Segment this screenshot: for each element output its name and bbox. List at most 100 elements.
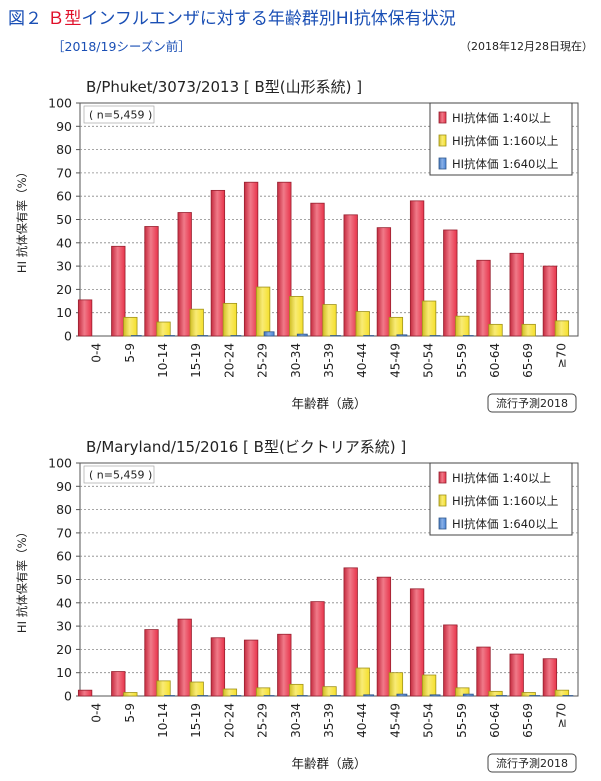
bar-ht160 xyxy=(521,692,536,697)
legend-label: HI抗体価 1:40以上 xyxy=(452,111,551,125)
legend-label: HI抗体価 1:640以上 xyxy=(452,157,558,171)
bar-ht40 xyxy=(310,202,325,337)
y-tick-label: 10 xyxy=(56,305,72,320)
bar-ht40 xyxy=(409,200,425,337)
bar-ht40 xyxy=(542,265,558,337)
bar-ht160 xyxy=(521,323,536,337)
legend-swatch xyxy=(438,157,447,170)
x-tick-label: 0-4 xyxy=(90,343,104,363)
chart-phuket: B/Phuket/3073/2013 [ B型(山形系統) ] 0 10 20 30 40… xyxy=(15,78,579,413)
bar-ht160 xyxy=(488,323,503,337)
legend-box xyxy=(429,462,573,536)
x-tick-label: 20-24 xyxy=(222,703,236,738)
x-tick-label: 60-64 xyxy=(488,343,502,378)
sample-size-box xyxy=(83,465,155,484)
legend-swatch xyxy=(438,471,447,484)
x-tick-label: 15-19 xyxy=(189,343,203,378)
bar-ht160 xyxy=(156,680,171,697)
y-tick-label: 0 xyxy=(64,689,72,704)
bar-ht160 xyxy=(355,311,370,337)
legend-label: HI抗体価 1:160以上 xyxy=(452,494,558,508)
y-tick-label: 30 xyxy=(56,259,72,274)
bar-ht40 xyxy=(343,567,358,697)
bar-ht160 xyxy=(355,667,370,697)
y-tick-label: 40 xyxy=(56,235,72,250)
bar-ht160 xyxy=(455,687,470,697)
chart-maryland: B/Maryland/15/2016 [ B型(ビクトリア系統) ] 0 10 20 3… xyxy=(15,438,579,773)
chart-title: B/Maryland/15/2016 [ B型(ビクトリア系統) ] xyxy=(86,438,406,456)
x-tick-label: 50-54 xyxy=(422,703,436,738)
bar-ht40 xyxy=(509,252,524,337)
bar-ht160 xyxy=(255,687,271,697)
bar-ht160 xyxy=(189,681,204,697)
y-tick-label: 100 xyxy=(48,96,72,111)
x-tick-label: 65-69 xyxy=(521,703,535,738)
bar-ht160 xyxy=(322,304,337,337)
bar-ht40 xyxy=(376,227,392,337)
legend-swatch xyxy=(438,111,447,124)
bar-ht160 xyxy=(222,302,238,337)
x-tick-label: 50-54 xyxy=(422,343,436,378)
x-tick-label: 45-49 xyxy=(388,343,402,378)
y-tick-label: 50 xyxy=(56,212,72,227)
bar-ht40 xyxy=(177,212,192,337)
x-tick-label: 55-59 xyxy=(455,703,469,738)
y-tick-label: 90 xyxy=(56,119,72,134)
y-tick-label: 20 xyxy=(56,642,72,657)
y-tick-label: 100 xyxy=(48,456,72,471)
legend-label: HI抗体価 1:640以上 xyxy=(452,517,558,531)
legend-label: HI抗体価 1:160以上 xyxy=(452,134,558,148)
x-tick-label: 30-34 xyxy=(289,703,303,738)
x-tick-label: 60-64 xyxy=(488,703,502,738)
y-axis-label: HI 抗体保有率（%） xyxy=(15,526,29,633)
x-tick-label: 40-44 xyxy=(355,703,369,738)
bar-ht40 xyxy=(111,245,126,337)
x-tick-label: ≥70 xyxy=(554,703,568,728)
sample-size-annotation: ( n=5,459 ) xyxy=(89,469,152,482)
x-tick-label: 30-34 xyxy=(289,343,303,378)
source-badge xyxy=(487,753,577,773)
bar-ht40 xyxy=(443,624,458,697)
bar-ht40 xyxy=(210,189,226,337)
bar-ht160 xyxy=(289,295,304,337)
bar-ht160 xyxy=(156,321,171,337)
source-badge xyxy=(487,393,577,413)
x-tick-label: 65-69 xyxy=(521,343,535,378)
bar-ht40 xyxy=(542,658,558,697)
title-highlight: Ｂ型 xyxy=(47,9,82,29)
x-tick-label: ≥70 xyxy=(554,343,568,368)
y-tick-label: 70 xyxy=(56,165,72,180)
source-badge-label: 流行予測2018 xyxy=(496,396,568,410)
x-tick-label: 0-4 xyxy=(90,703,104,723)
bar-ht160 xyxy=(189,308,204,337)
source-badge-label: 流行予測2018 xyxy=(496,756,568,770)
sample-size-box xyxy=(83,105,155,124)
bar-ht40 xyxy=(144,629,159,697)
x-tick-label: 25-29 xyxy=(256,343,270,378)
y-tick-label: 60 xyxy=(56,549,72,564)
y-tick-label: 20 xyxy=(56,282,72,297)
bar-ht40 xyxy=(77,299,93,337)
bar-ht40 xyxy=(310,601,325,697)
title-rest: インフルエンザに対する年齢群別HI抗体保有状況 xyxy=(81,9,456,29)
x-axis-label: 年齢群（歳） xyxy=(291,756,366,771)
bar-ht40 xyxy=(111,671,126,697)
bar-ht640 xyxy=(396,693,408,697)
bar-ht160 xyxy=(554,320,570,337)
bar-ht160 xyxy=(255,286,271,337)
x-tick-label: 35-39 xyxy=(322,343,336,378)
bar-ht40 xyxy=(243,181,259,337)
legend-swatch xyxy=(438,494,447,507)
y-tick-label: 70 xyxy=(56,525,72,540)
legend-swatch xyxy=(438,134,447,147)
bar-ht160 xyxy=(123,316,138,337)
bar-ht160 xyxy=(289,683,304,697)
x-tick-label: 35-39 xyxy=(322,703,336,738)
bar-ht160 xyxy=(388,672,404,697)
bar-ht640 xyxy=(296,333,308,337)
figure-date: （2018年12月28日現在） xyxy=(460,40,593,53)
figure-subtitle: ［2018/19シーズン前］ xyxy=(52,39,191,54)
bar-ht40 xyxy=(509,653,524,697)
y-tick-label: 80 xyxy=(56,142,72,157)
bar-ht40 xyxy=(476,646,491,697)
